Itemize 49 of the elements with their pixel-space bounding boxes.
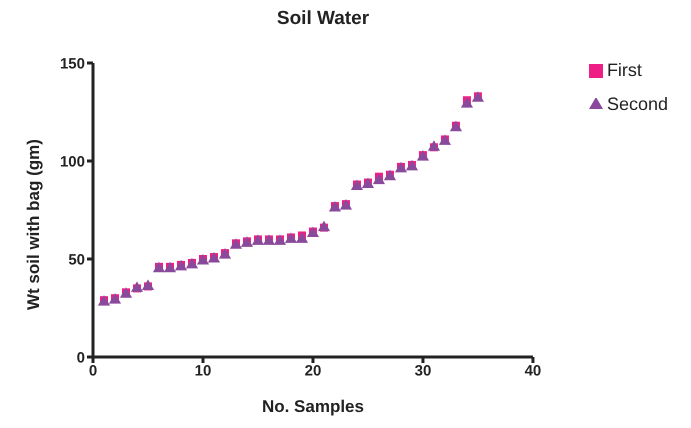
- y-tick-label: 150: [60, 55, 85, 72]
- point: [306, 226, 320, 238]
- point: [328, 201, 342, 212]
- point: [208, 252, 220, 263]
- point: [120, 287, 132, 298]
- legend-label: First: [606, 60, 642, 80]
- point: [152, 262, 166, 272]
- point: [406, 160, 418, 170]
- point: [296, 232, 308, 243]
- x-axis-title: No. Samples: [262, 397, 364, 416]
- x-tick-label: 20: [304, 362, 322, 380]
- legend-label: Second: [606, 94, 668, 114]
- point: [384, 170, 396, 180]
- x-tick-label: 0: [88, 362, 98, 380]
- chart-title: Soil Water: [276, 8, 370, 30]
- point: [460, 97, 474, 108]
- point: [318, 220, 330, 232]
- x-tick-label: 30: [414, 362, 432, 380]
- point: [174, 260, 188, 270]
- point: [164, 262, 176, 272]
- point: [362, 178, 374, 188]
- point: [340, 199, 352, 210]
- y-tick-label: 50: [68, 251, 85, 268]
- point: [262, 234, 276, 245]
- y-tick-label: 100: [60, 153, 85, 170]
- point: [240, 236, 254, 247]
- point: [450, 120, 462, 132]
- point: [130, 281, 144, 292]
- point: [230, 238, 242, 249]
- y-tick-label: 0: [76, 349, 85, 366]
- x-tick-label: 10: [194, 362, 212, 380]
- point: [394, 162, 408, 172]
- x-tick-label: 40: [524, 362, 542, 380]
- point: [252, 234, 264, 245]
- point: [372, 174, 386, 184]
- point: [350, 179, 364, 190]
- point: [98, 295, 110, 306]
- point: [416, 150, 430, 161]
- point: [428, 140, 440, 151]
- point: [274, 234, 286, 245]
- point: [472, 91, 484, 102]
- point: [196, 254, 210, 264]
- point: [218, 248, 232, 259]
- y-axis-title: Wt soil with bag (gm): [24, 139, 44, 310]
- point: [142, 279, 154, 290]
- point: [186, 258, 198, 268]
- point: [284, 232, 298, 243]
- point: [108, 293, 122, 304]
- point: [438, 134, 452, 145]
